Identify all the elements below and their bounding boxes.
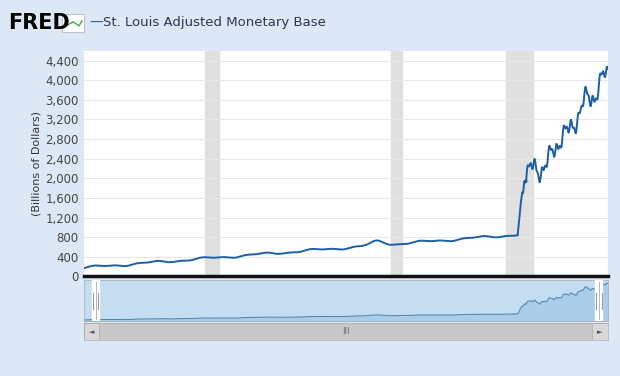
Bar xyxy=(62,14,84,32)
Text: ◄: ◄ xyxy=(89,329,94,335)
Bar xyxy=(592,323,608,340)
Text: FRED: FRED xyxy=(8,13,69,33)
Text: St. Louis Adjusted Monetary Base: St. Louis Adjusted Monetary Base xyxy=(103,16,326,29)
Text: III: III xyxy=(342,327,350,336)
Y-axis label: (Billions of Dollars): (Billions of Dollars) xyxy=(31,111,41,216)
Bar xyxy=(84,323,99,340)
Bar xyxy=(506,51,533,276)
Bar xyxy=(205,51,219,276)
Text: ►: ► xyxy=(597,329,603,335)
Text: —: — xyxy=(89,16,103,30)
Bar xyxy=(391,51,402,276)
